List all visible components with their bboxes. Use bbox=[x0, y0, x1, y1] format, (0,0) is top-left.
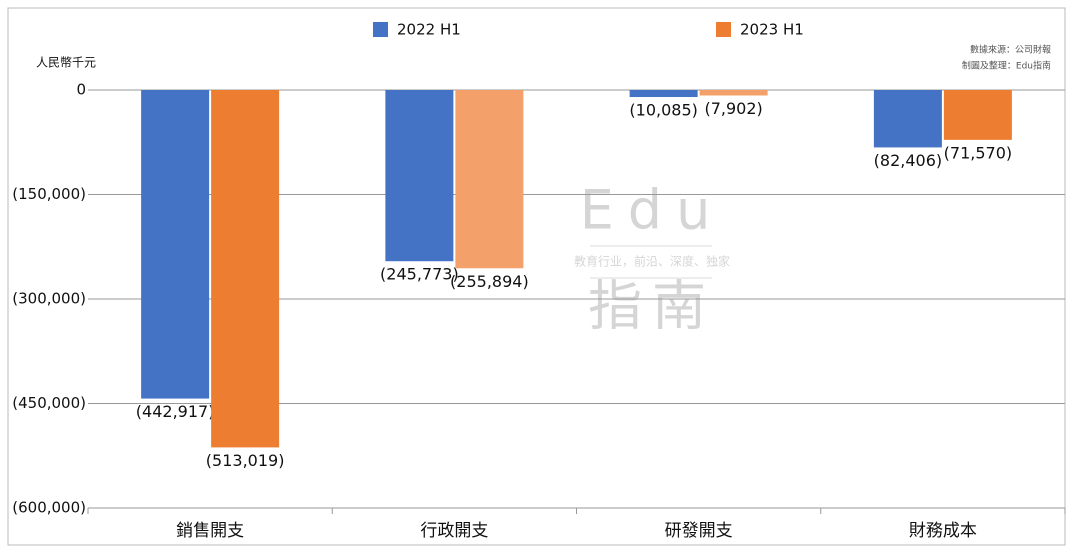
legend-swatch bbox=[373, 22, 388, 37]
bar bbox=[629, 90, 698, 98]
value-label: (442,917) bbox=[136, 402, 215, 421]
watermark-subtitle: 指南 bbox=[588, 275, 716, 338]
y-tick-label: 0 bbox=[76, 81, 86, 99]
bar bbox=[455, 90, 524, 269]
y-tick-label: (450,000) bbox=[12, 394, 86, 412]
value-label: (7,902) bbox=[704, 99, 762, 118]
y-tick-label: (150,000) bbox=[12, 185, 86, 203]
value-label: (10,085) bbox=[629, 101, 697, 120]
watermark: Edu 教育行业，前沿、深度、独家 指南 bbox=[574, 179, 730, 338]
bar bbox=[699, 90, 768, 96]
bar bbox=[873, 90, 942, 148]
x-tick-label: 財務成本 bbox=[909, 521, 977, 541]
y-tick-label: (600,000) bbox=[12, 499, 86, 517]
y-axis-label: 人民幣千元 bbox=[36, 56, 96, 70]
frame bbox=[7, 7, 1066, 546]
bar bbox=[141, 90, 210, 399]
value-label: (513,019) bbox=[206, 451, 285, 470]
value-label: (82,406) bbox=[874, 151, 942, 170]
x-tick-label: 研發開支 bbox=[665, 521, 733, 541]
legend-swatch bbox=[716, 22, 731, 37]
bar bbox=[211, 90, 280, 448]
source-note: 制圖及整理：Edu指南 bbox=[962, 60, 1051, 72]
value-label: (71,570) bbox=[944, 143, 1012, 162]
legend-label: 2023 H1 bbox=[740, 21, 804, 39]
bar bbox=[943, 90, 1012, 140]
value-label: (255,894) bbox=[450, 272, 529, 291]
x-tick-label: 行政開支 bbox=[420, 521, 488, 541]
bar bbox=[385, 90, 454, 262]
watermark-title: Edu bbox=[580, 179, 725, 242]
watermark-tagline: 教育行业，前沿、深度、独家 bbox=[574, 254, 730, 269]
source-note: 數據來源：公司財報 bbox=[970, 44, 1051, 56]
value-label: (245,773) bbox=[380, 265, 459, 284]
x-tick-label: 銷售開支 bbox=[176, 521, 244, 541]
y-tick-label: (300,000) bbox=[12, 290, 86, 308]
legend-label: 2022 H1 bbox=[397, 21, 461, 39]
